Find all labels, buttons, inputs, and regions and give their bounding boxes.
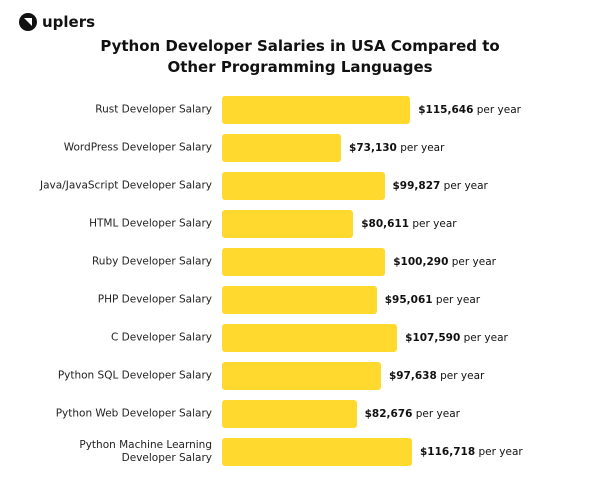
value-label-amount: $115,646 [418,104,474,116]
value-label: $116,718 per year [420,446,523,458]
value-label-suffix: per year [400,142,445,154]
value-label: $73,130 per year [349,142,444,154]
value-label-suffix: per year [415,408,460,420]
value-label-amount: $116,718 [420,446,476,458]
category-label: Python SQL Developer Salary [57,369,212,382]
value-label-amount: $95,061 [384,294,433,306]
value-label-suffix: per year [451,256,496,268]
value-label-suffix: per year [478,446,523,458]
logo-text: uplers [42,13,96,31]
value-label: $115,646 per year [418,104,521,116]
category-label: Rust Developer Salary [95,103,212,116]
category-label: PHP Developer Salary [97,293,212,306]
logo-icon [19,13,37,31]
value-label-amount: $97,638 [388,370,437,382]
value-label-suffix: per year [463,332,508,344]
value-label-amount: $73,130 [349,142,397,154]
value-label-suffix: per year [440,370,485,382]
value-label-amount: $100,290 [393,256,449,268]
bar [222,210,354,238]
value-label-amount: $99,827 [392,180,441,192]
value-label-amount: $107,590 [405,332,461,344]
bar [222,324,398,352]
bar [222,286,377,314]
value-label-amount: $82,676 [364,408,413,420]
value-label: $100,290 per year [393,256,496,268]
value-label-amount: $80,611 [361,218,410,230]
value-label-suffix: per year [412,218,457,230]
value-label: $107,590 per year [405,332,508,344]
value-label-suffix: per year [476,104,521,116]
value-label: $82,676 per year [365,408,460,420]
value-label: $80,611 per year [361,218,456,230]
category-label: Java/JavaScript Developer Salary [40,179,213,192]
bar [222,134,342,162]
category-label: Python Machine Learning Developer Salary [79,439,212,464]
bar [222,96,411,124]
category-label: WordPress Developer Salary [63,141,212,154]
value-label: $99,827 per year [393,180,488,192]
bar [222,438,412,466]
bar [222,172,385,200]
category-label: Ruby Developer Salary [91,255,212,268]
category-label: C Developer Salary [111,331,212,344]
value-label: $97,638 per year [389,370,484,382]
value-label: $95,061 per year [385,294,480,306]
bar [222,400,357,428]
category-label: Python Web Developer Salary [55,407,212,420]
value-label-suffix: per year [435,294,481,306]
bar [222,362,381,390]
chart-title: Python Developer Salaries in USA Compare… [100,37,500,76]
bar [222,248,386,276]
category-label: HTML Developer Salary [89,217,212,230]
value-label-suffix: per year [443,180,488,192]
logo: uplers [18,12,95,32]
